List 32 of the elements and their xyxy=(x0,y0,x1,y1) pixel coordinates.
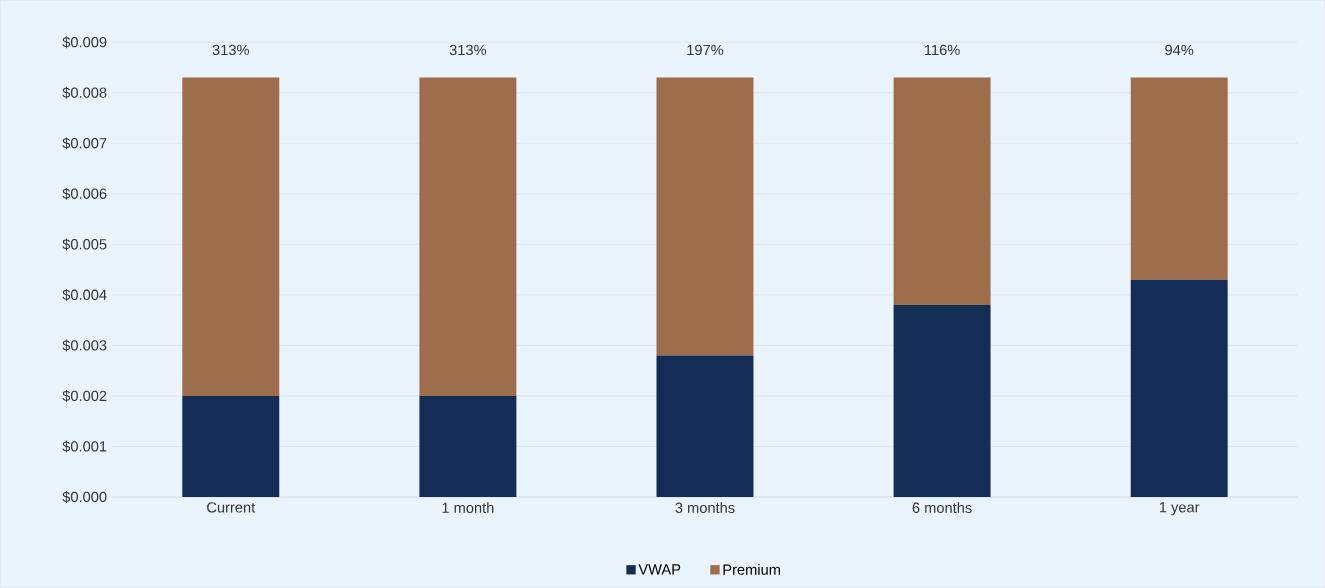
bar xyxy=(182,395,280,497)
y-tick-label: $0.007 xyxy=(62,137,107,150)
x-tick-label: 1 year xyxy=(1159,502,1200,516)
annotation: 197% xyxy=(687,44,724,55)
bar xyxy=(1130,279,1228,497)
x-tick-label: Current xyxy=(207,502,256,513)
y-tick-label: $0.006 xyxy=(62,187,107,200)
bar xyxy=(893,304,991,497)
x-tick-label: 1 month xyxy=(442,502,494,513)
y-tick-label: $0.009 xyxy=(62,36,107,49)
bar xyxy=(419,77,517,396)
y-tick-label: $0.004 xyxy=(62,288,107,301)
annotation: 94% xyxy=(1165,44,1194,55)
y-tick-label: $0.003 xyxy=(62,339,107,352)
y-tick-label: $0.001 xyxy=(62,440,107,453)
y-tick-label: $0.002 xyxy=(62,389,107,402)
y-tick-label: $0.000 xyxy=(62,490,107,503)
legend-label: VWAP xyxy=(638,564,681,575)
bar xyxy=(419,395,517,497)
x-tick-label: 6 months xyxy=(912,502,972,513)
annotation: 313% xyxy=(449,44,487,55)
bar xyxy=(893,77,991,305)
legend-label: Premium xyxy=(723,563,780,575)
x-tick-label: 3 months xyxy=(675,502,735,513)
bar xyxy=(656,355,754,497)
y-tick-label: $0.008 xyxy=(62,86,107,99)
bar xyxy=(182,77,280,396)
bar xyxy=(656,77,754,356)
y-tick-label: $0.005 xyxy=(62,238,107,251)
annotation: 116% xyxy=(924,44,960,55)
bar xyxy=(1130,77,1228,280)
annotation: 313% xyxy=(212,44,249,55)
